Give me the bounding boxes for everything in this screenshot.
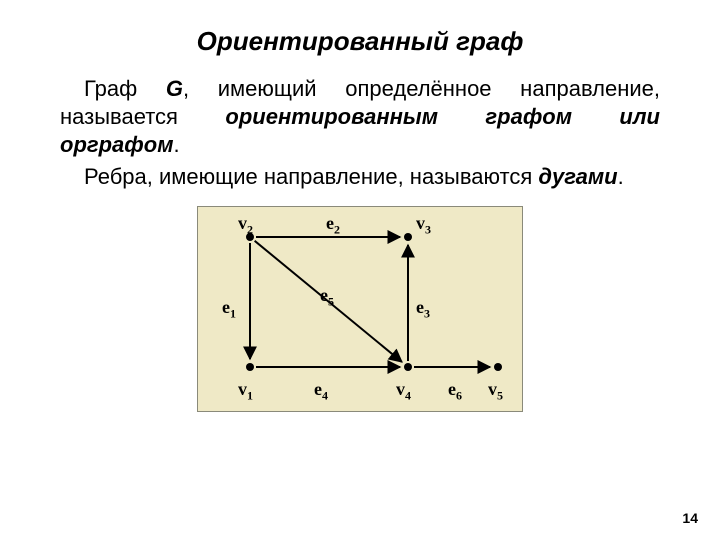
- edge-label-e5: e5: [320, 285, 334, 310]
- p1-lead: Граф: [84, 76, 166, 101]
- p2-lead: Ребра, имеющие направление, называются: [84, 164, 538, 189]
- term-arcs: дугами: [538, 164, 617, 189]
- edge-label-e1: e1: [222, 297, 236, 322]
- paragraph-2: Ребра, имеющие направление, называются д…: [60, 163, 660, 191]
- node-label-v4: v4: [396, 379, 411, 404]
- edge-label-e6: e6: [448, 379, 462, 404]
- body-text: Граф G, имеющий определённое направление…: [60, 75, 660, 192]
- node-v1: [246, 363, 254, 371]
- node-v3: [404, 233, 412, 241]
- slide-title: Ориентированный граф: [60, 26, 660, 57]
- slide: Ориентированный граф Граф G, имеющий опр…: [0, 0, 720, 540]
- p1-tail: .: [173, 132, 179, 157]
- p2-tail: .: [618, 164, 624, 189]
- node-label-v2: v2: [238, 213, 253, 238]
- edge-label-e3: e3: [416, 297, 430, 322]
- symbol-G: G: [166, 76, 183, 101]
- node-label-v5: v5: [488, 379, 503, 404]
- node-label-v3: v3: [416, 213, 431, 238]
- node-v4: [404, 363, 412, 371]
- figure-container: v1 v2 v3 v4 v5 e1 e2 e3 e4 e5 e6: [60, 206, 660, 412]
- edge-label-e2: e2: [326, 213, 340, 238]
- node-v5: [494, 363, 502, 371]
- paragraph-1: Граф G, имеющий определённое направление…: [60, 75, 660, 159]
- page-number: 14: [682, 510, 698, 526]
- edge-label-e4: e4: [314, 379, 328, 404]
- node-label-v1: v1: [238, 379, 253, 404]
- directed-graph-figure: v1 v2 v3 v4 v5 e1 e2 e3 e4 e5 e6: [197, 206, 523, 412]
